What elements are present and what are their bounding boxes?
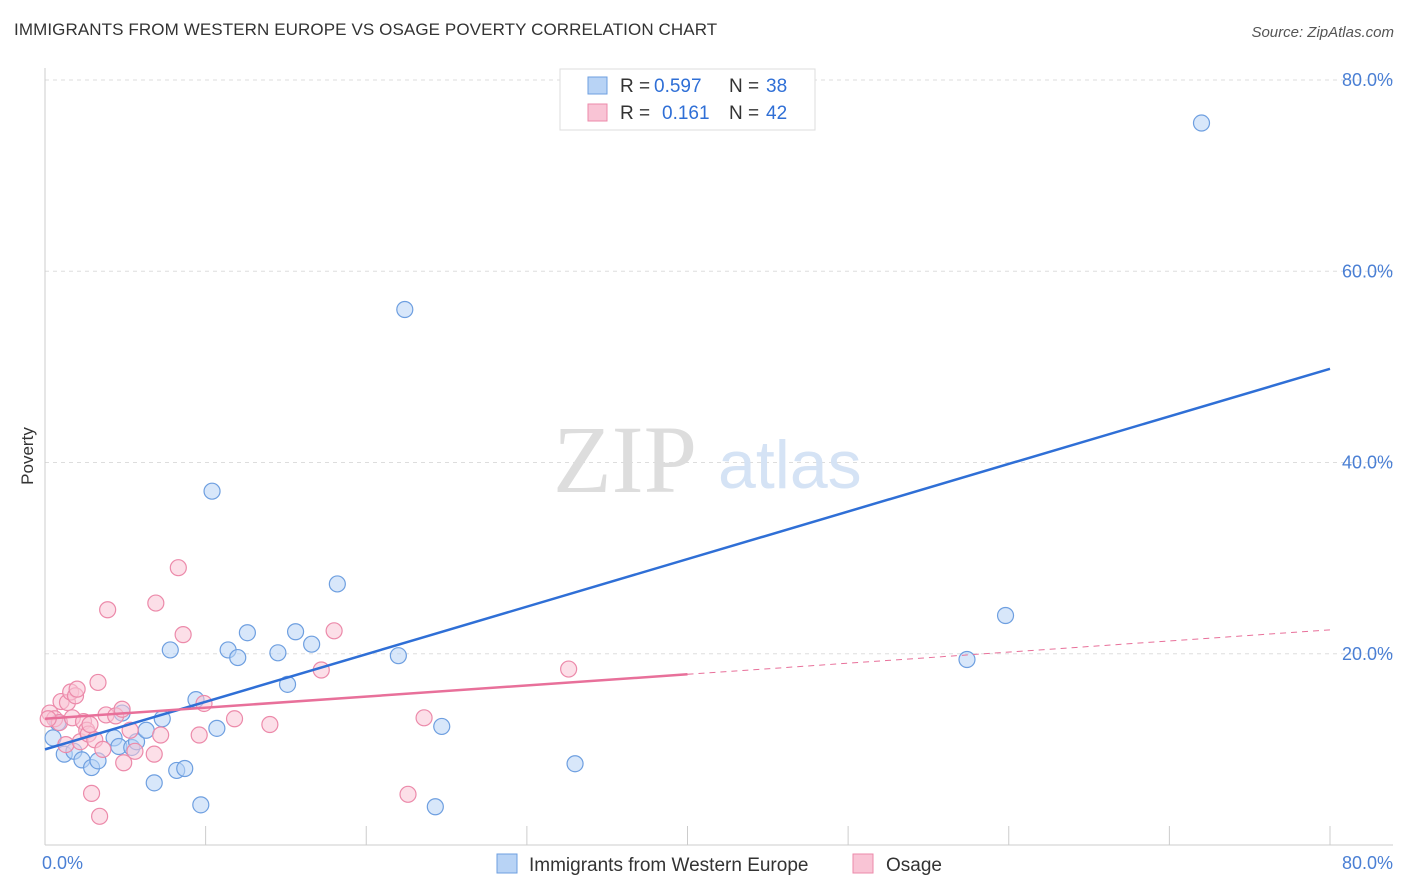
point-pink-28: [147, 594, 165, 612]
point-pink-15: [82, 784, 101, 802]
legend-n-label-blue: N =: [729, 76, 759, 97]
point-blue-12: [145, 774, 163, 792]
bottom-legend-swatch-blue: [496, 853, 518, 874]
x-tick-label-80: 80.0%: [1342, 853, 1393, 873]
point-pink-26: [126, 742, 144, 760]
legend-r-label-pink: R =: [620, 103, 650, 124]
point-pink-32: [190, 726, 208, 744]
point-blue-16: [176, 759, 194, 778]
x-tick-label-0: 0.0%: [42, 853, 83, 873]
point-pink-24: [115, 754, 133, 772]
legend-r-value-pink: 0.161: [662, 103, 710, 124]
trendline-pink-dashed: [687, 629, 1331, 675]
point-pink-17: [89, 673, 107, 692]
point-blue-27: [303, 635, 321, 653]
point-pink-9: [68, 680, 86, 698]
point-pink-39: [415, 709, 433, 727]
y-axis-title: Poverty: [18, 427, 37, 485]
point-blue-18: [192, 796, 210, 814]
legend-swatch-pink: [587, 103, 608, 122]
legend-swatch-blue: [587, 76, 608, 95]
chart-source: Source: ZipAtlas.com: [1251, 24, 1394, 41]
point-pink-18: [91, 807, 109, 825]
legend-box: R = 0.597 N = 38 R = 0.161 N = 42: [559, 68, 816, 131]
point-blue-36: [1192, 114, 1211, 132]
point-blue-31: [426, 798, 444, 816]
point-blue-34: [958, 650, 976, 669]
bottom-legend-swatch-pink: [852, 853, 874, 874]
point-blue-14: [161, 641, 179, 659]
y-tick-label-80: 80.0%: [1342, 70, 1393, 90]
point-blue-35: [996, 606, 1015, 625]
watermark-atlas: atlas: [718, 427, 862, 503]
y-tick-label-40: 40.0%: [1342, 453, 1393, 473]
chart-title: IMMIGRANTS FROM WESTERN EUROPE VS OSAGE …: [14, 20, 718, 39]
watermark: ZIP atlas: [553, 406, 862, 513]
bottom-legend-label-pink: Osage: [886, 855, 942, 876]
grid-layer: [45, 79, 1393, 655]
legend-n-label-pink: N =: [729, 103, 759, 124]
point-pink-29: [152, 726, 170, 744]
point-blue-19: [203, 482, 221, 500]
trend-layer: [44, 367, 1331, 751]
bottom-legend-label-blue: Immigrants from Western Europe: [529, 855, 808, 876]
axis-layer: 20.0% 40.0% 60.0% 80.0% 0.0% 80.0%: [42, 68, 1393, 873]
legend-n-value-pink: 42: [766, 103, 787, 124]
series-layer: [39, 114, 1211, 825]
point-blue-23: [238, 624, 256, 642]
point-pink-27: [145, 745, 163, 763]
y-tick-label-20: 20.0%: [1342, 644, 1393, 664]
point-blue-33: [566, 755, 584, 773]
point-blue-22: [229, 648, 247, 667]
point-pink-31: [174, 626, 192, 644]
point-pink-37: [325, 622, 343, 640]
watermark-zip: ZIP: [553, 406, 697, 513]
legend-r-value-blue: 0.597: [654, 76, 702, 97]
point-blue-28: [328, 575, 346, 593]
legend-n-value-blue: 38: [766, 76, 787, 97]
series-pink: [39, 559, 578, 825]
legend-r-label-blue: R =: [620, 76, 650, 97]
point-blue-30: [396, 300, 414, 319]
point-pink-35: [261, 715, 279, 734]
point-pink-34: [225, 710, 244, 728]
point-blue-24: [269, 644, 287, 662]
point-pink-14: [81, 715, 99, 734]
point-blue-26: [286, 623, 305, 641]
point-blue-32: [433, 717, 451, 736]
point-pink-38: [399, 785, 417, 803]
point-pink-30: [169, 559, 187, 577]
point-blue-20: [208, 719, 226, 737]
point-pink-19: [94, 740, 112, 758]
trendline-pink-solid: [44, 673, 688, 721]
point-blue-11: [137, 721, 155, 739]
point-blue-29: [389, 647, 407, 665]
point-pink-21: [99, 601, 117, 619]
bottom-legend: Immigrants from Western Europe Osage: [496, 853, 942, 876]
point-pink-40: [560, 660, 578, 678]
y-tick-label-60: 60.0%: [1342, 261, 1393, 281]
trendline-blue: [44, 367, 1331, 751]
